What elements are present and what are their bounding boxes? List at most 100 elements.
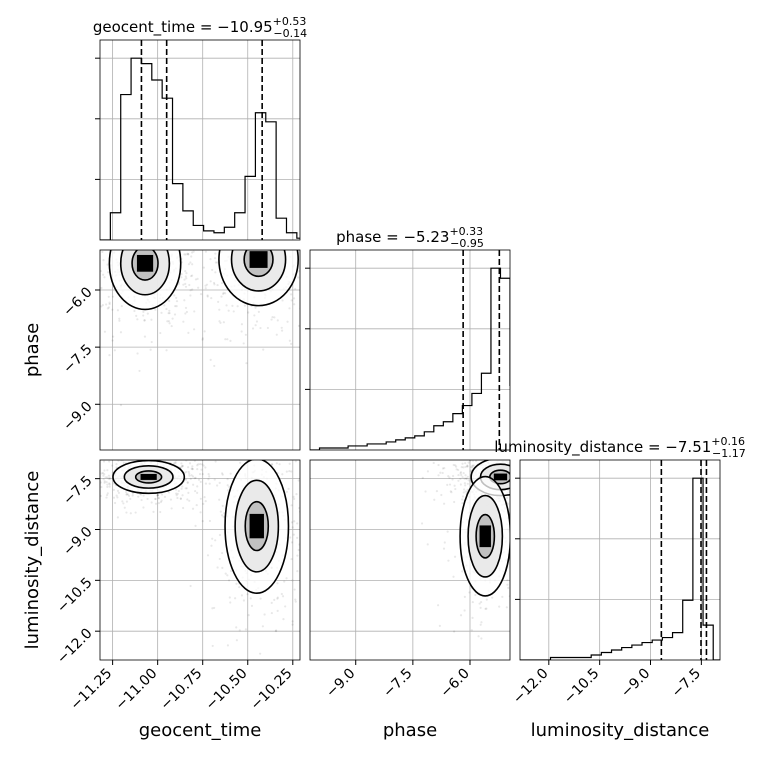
sample-point bbox=[158, 226, 160, 228]
sample-point bbox=[260, 664, 262, 666]
sample-point bbox=[117, 491, 121, 495]
y-tick-label-luminosity_distance: −10.5 bbox=[54, 575, 96, 617]
sample-point bbox=[448, 483, 452, 486]
sample-point bbox=[191, 251, 194, 254]
sample-point bbox=[293, 497, 296, 501]
sample-point bbox=[261, 245, 263, 247]
sample-point bbox=[464, 490, 467, 493]
sample-point bbox=[182, 234, 184, 236]
sample-point bbox=[448, 476, 451, 479]
sample-point bbox=[293, 520, 296, 523]
sample-point bbox=[460, 457, 462, 459]
sample-point bbox=[295, 208, 297, 210]
sample-point bbox=[235, 582, 238, 585]
sample-point bbox=[204, 250, 208, 253]
sample-point bbox=[228, 485, 231, 489]
sample-point bbox=[247, 311, 250, 314]
sample-point bbox=[116, 309, 120, 312]
sample-point bbox=[209, 258, 212, 261]
sample-point bbox=[89, 492, 91, 494]
sample-point bbox=[118, 317, 121, 320]
sample-point bbox=[464, 477, 468, 480]
sample-point bbox=[511, 488, 513, 490]
sample-point bbox=[130, 237, 132, 239]
sample-point bbox=[116, 516, 119, 519]
sample-point bbox=[173, 456, 175, 458]
sample-point bbox=[464, 465, 467, 469]
sample-point bbox=[125, 190, 127, 192]
sample-point bbox=[139, 493, 143, 496]
sample-point bbox=[544, 481, 546, 483]
sample-point bbox=[138, 222, 140, 224]
sample-point bbox=[521, 603, 523, 605]
sample-point bbox=[142, 494, 145, 497]
sample-point bbox=[138, 369, 141, 373]
x-axis-luminosity_distance: −12.0 −10.5 −9.0 −7.5 luminosity_distance bbox=[510, 660, 709, 741]
sample-point bbox=[533, 493, 535, 495]
sample-point bbox=[537, 470, 539, 472]
sample-point bbox=[489, 453, 491, 455]
sample-point bbox=[322, 228, 324, 230]
sample-point bbox=[188, 462, 192, 465]
sample-point bbox=[463, 595, 466, 598]
sample-point bbox=[189, 584, 192, 588]
sample-point bbox=[308, 211, 310, 213]
sample-point bbox=[484, 607, 487, 610]
sample-point bbox=[116, 180, 118, 182]
sample-point bbox=[144, 223, 146, 225]
sample-point bbox=[485, 446, 487, 448]
sample-point bbox=[263, 423, 265, 425]
sample-point bbox=[294, 209, 296, 211]
sample-point bbox=[154, 232, 156, 234]
sample-point bbox=[126, 216, 128, 218]
sample-point bbox=[136, 223, 138, 225]
sample-point bbox=[73, 473, 75, 475]
sample-point bbox=[511, 469, 513, 471]
sample-point bbox=[259, 597, 262, 600]
sample-point bbox=[95, 325, 97, 327]
sample-point bbox=[91, 223, 93, 225]
sample-point bbox=[303, 209, 305, 211]
sample-point bbox=[288, 307, 291, 310]
sample-point bbox=[121, 455, 123, 457]
sample-point bbox=[131, 231, 133, 233]
sample-point bbox=[474, 411, 476, 413]
sample-point bbox=[108, 482, 111, 485]
sample-point bbox=[146, 312, 149, 315]
sample-point bbox=[156, 493, 160, 497]
sample-point bbox=[521, 490, 523, 492]
sample-point bbox=[129, 497, 132, 501]
sample-point bbox=[196, 277, 199, 280]
y-axis-luminosity_distance: −12.0 −10.5 −9.0 −7.5 luminosity_distance bbox=[22, 471, 100, 667]
sample-point bbox=[100, 472, 103, 475]
sample-point bbox=[211, 268, 214, 272]
sample-point bbox=[235, 626, 238, 629]
sample-point bbox=[218, 498, 221, 501]
sample-point bbox=[111, 464, 114, 467]
sample-point bbox=[193, 460, 197, 462]
sample-point bbox=[124, 223, 126, 225]
sample-point bbox=[191, 468, 194, 471]
sample-point bbox=[303, 259, 305, 261]
sample-point bbox=[180, 276, 183, 279]
sample-point bbox=[271, 463, 274, 466]
sample-point bbox=[531, 492, 533, 494]
sample-point bbox=[421, 476, 424, 479]
sample-point bbox=[483, 441, 485, 443]
sample-point bbox=[216, 484, 219, 487]
sample-point bbox=[517, 487, 519, 489]
sample-point bbox=[515, 500, 517, 502]
sample-point bbox=[242, 342, 245, 345]
sample-point bbox=[511, 485, 513, 487]
sample-point bbox=[189, 240, 191, 242]
histogram-step-luminosity_distance bbox=[520, 477, 720, 660]
sample-point bbox=[450, 491, 453, 494]
sample-point bbox=[238, 629, 241, 632]
sample-point bbox=[209, 228, 211, 230]
sample-point bbox=[293, 588, 296, 591]
sample-point bbox=[265, 192, 267, 194]
sample-point bbox=[255, 320, 259, 323]
sample-point bbox=[461, 495, 465, 498]
sample-point bbox=[116, 451, 118, 453]
panel-phase-vs-luminosity_distance bbox=[309, 411, 546, 661]
